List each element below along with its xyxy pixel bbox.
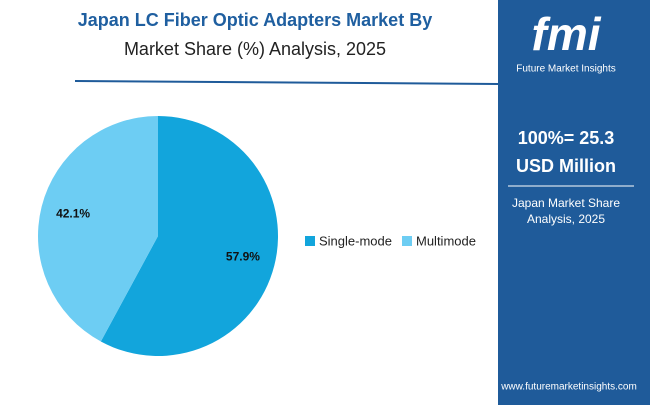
legend-swatch <box>305 236 315 246</box>
chart-title: Japan LC Fiber Optic Adapters Market By <box>78 10 432 30</box>
chart-title: Market Share (%) Analysis, 2025 <box>124 39 386 59</box>
caption: Analysis, 2025 <box>527 212 605 226</box>
legend-swatch <box>402 236 412 246</box>
logo: fmi <box>532 8 602 60</box>
pie-slice <box>38 116 158 342</box>
brand: Future Market Insights <box>516 64 615 75</box>
divider <box>74 80 499 85</box>
total: 100%= 25.3 <box>518 128 615 148</box>
caption: Japan Market Share <box>512 196 620 210</box>
legend-label: Multimode <box>416 233 476 248</box>
sidebar <box>498 0 650 405</box>
slice-label: 42.1% <box>56 207 90 221</box>
pie-slice <box>100 116 279 356</box>
url: www.futuremarketinsights.com <box>500 382 637 393</box>
legend-label: Single-mode <box>319 233 392 248</box>
slice-label: 57.9% <box>226 250 260 264</box>
total: USD Million <box>516 156 616 176</box>
